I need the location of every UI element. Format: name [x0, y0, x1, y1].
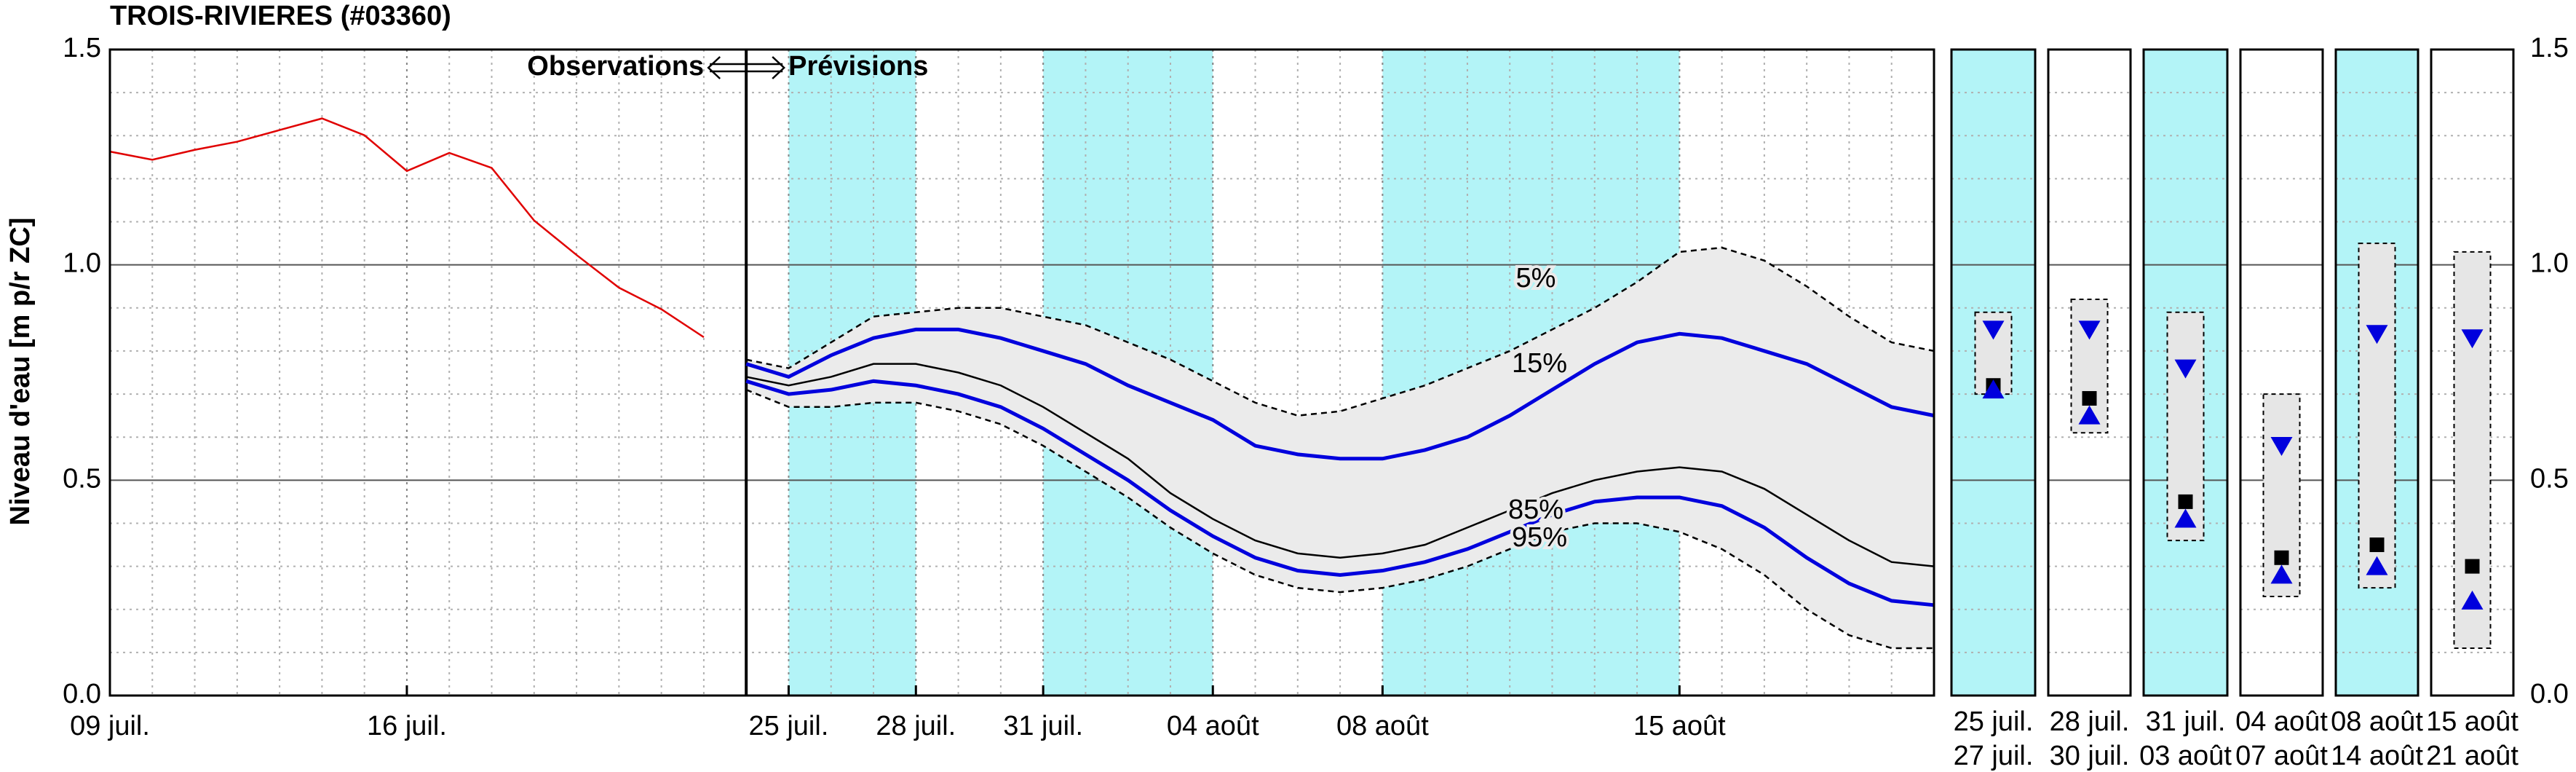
- annotation: Prévisions: [788, 51, 928, 82]
- x-tick-label: 31 juil.: [1003, 711, 1083, 741]
- x-tick-label: 09 juil.: [70, 711, 150, 741]
- envelope-fill: [746, 248, 1934, 648]
- right-tick-label: 0.5: [2530, 463, 2569, 494]
- y-tick-label: 0.0: [63, 679, 101, 709]
- upper-marker: [2461, 329, 2484, 349]
- middle-marker: [2369, 537, 2385, 553]
- y-axis-label: Niveau d'eau [m p/r ZC]: [5, 218, 36, 526]
- panel-frame: [2142, 48, 2229, 697]
- x-tick-label: 08 août: [1336, 711, 1429, 741]
- series-line: [745, 363, 1935, 567]
- panel-bg: [2240, 50, 2323, 696]
- period-label: 21 août: [2426, 741, 2518, 771]
- period-label: 15 août: [2426, 706, 2518, 737]
- upper-marker: [2078, 320, 2101, 340]
- panel-frame: [2430, 48, 2515, 697]
- series-line: [109, 117, 705, 339]
- middle-marker: [2465, 559, 2480, 574]
- annotation-arrow: [707, 56, 786, 79]
- period-label: 30 juil.: [2050, 741, 2130, 771]
- panel-frame: [1950, 48, 2037, 697]
- x-tick-label: 25 juil.: [749, 711, 829, 741]
- x-tick-label: 15 août: [1633, 711, 1726, 741]
- upper-marker: [2174, 359, 2197, 379]
- series-label: 95%: [1512, 522, 1567, 553]
- y-tick-label: 1.5: [63, 33, 101, 63]
- middle-marker: [2274, 550, 2289, 565]
- series-line: [745, 379, 1935, 607]
- period-label: 03 août: [2139, 741, 2232, 771]
- lower-marker: [2174, 508, 2197, 528]
- period-label: 28 juil.: [2050, 706, 2130, 737]
- lower-marker: [2078, 405, 2101, 425]
- chart-title: TROIS-RIVIERES (#03360): [110, 1, 451, 31]
- panel-frame: [2239, 48, 2324, 697]
- upper-marker: [1982, 320, 2005, 340]
- series-label: 15%: [1512, 348, 1567, 379]
- right-tick-label: 1.0: [2530, 248, 2569, 279]
- y-tick-label: 0.5: [63, 463, 101, 494]
- panel-frame: [2334, 48, 2420, 697]
- upper-marker: [2270, 437, 2293, 457]
- period-label: 25 juil.: [1954, 706, 2034, 737]
- lower-marker: [2461, 590, 2484, 610]
- lower-marker: [1982, 379, 2005, 399]
- lower-marker: [2270, 564, 2293, 584]
- plot-frame: [108, 48, 1935, 697]
- period-label: 04 août: [2235, 706, 2328, 737]
- series-line: [745, 327, 1935, 461]
- period-label: 08 août: [2331, 706, 2423, 737]
- period-label: 27 juil.: [1954, 741, 2034, 771]
- x-tick-label: 28 juil.: [876, 711, 956, 741]
- upper-marker: [2366, 325, 2388, 344]
- annotation: Observations: [527, 51, 704, 82]
- series-line: [745, 246, 1935, 417]
- middle-marker: [2082, 390, 2097, 406]
- right-tick-label: 1.5: [2530, 33, 2569, 63]
- y-tick-label: 1.0: [63, 248, 101, 279]
- middle-marker: [2178, 494, 2193, 509]
- series-line: [745, 388, 1934, 650]
- range-box: [2358, 243, 2396, 589]
- x-tick-label: 16 juil.: [367, 711, 447, 741]
- period-label: 07 août: [2235, 741, 2328, 771]
- period-label: 14 août: [2331, 741, 2423, 771]
- series-label: 5%: [1516, 263, 1556, 294]
- series-label: 85%: [1508, 495, 1564, 525]
- range-box: [2453, 251, 2492, 649]
- x-tick-label: 04 août: [1167, 711, 1259, 741]
- right-tick-label: 0.0: [2530, 679, 2569, 709]
- lower-marker: [2366, 556, 2388, 575]
- period-label: 31 juil.: [2146, 706, 2226, 737]
- panel-frame: [2047, 48, 2132, 697]
